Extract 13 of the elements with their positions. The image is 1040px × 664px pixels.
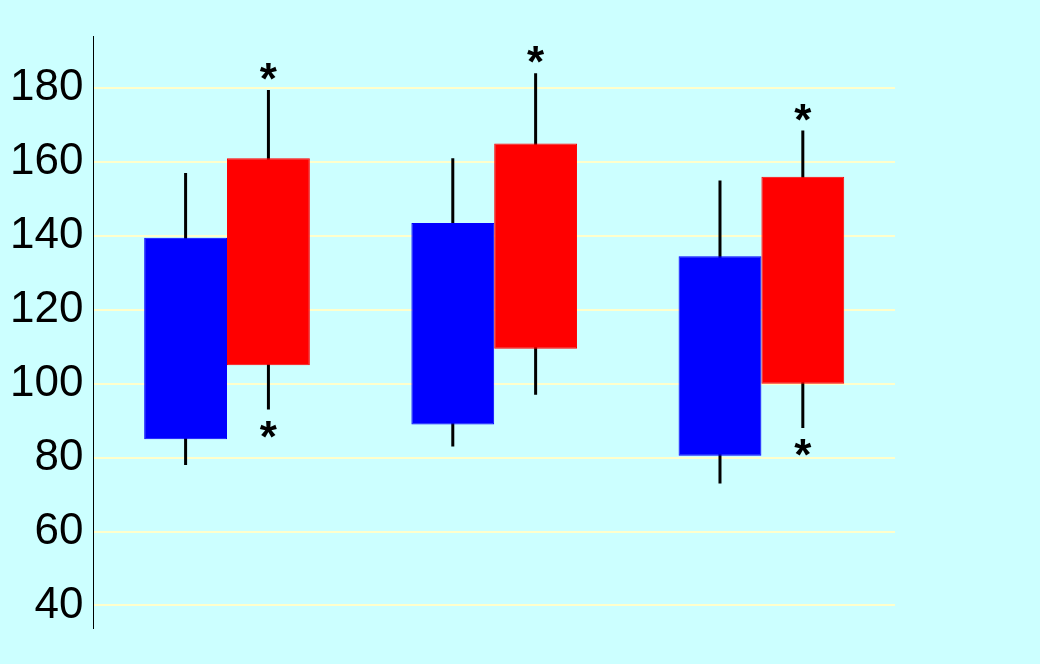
y-tick-label: 100 (9, 355, 84, 405)
annotation: * (794, 94, 813, 144)
y-tick-label: 40 (34, 577, 84, 627)
annotation: * (527, 37, 546, 87)
y-tick-label: 80 (34, 429, 84, 479)
annotation: * (259, 54, 278, 104)
y-tick-label: 120 (9, 281, 84, 331)
y-tick-label: 160 (9, 134, 84, 184)
y-tick-label: 140 (9, 208, 84, 258)
y-tick-label: 60 (34, 503, 84, 553)
y-tick-label: 180 (9, 60, 84, 110)
annotation: * (259, 411, 278, 461)
annotation: * (794, 430, 813, 480)
